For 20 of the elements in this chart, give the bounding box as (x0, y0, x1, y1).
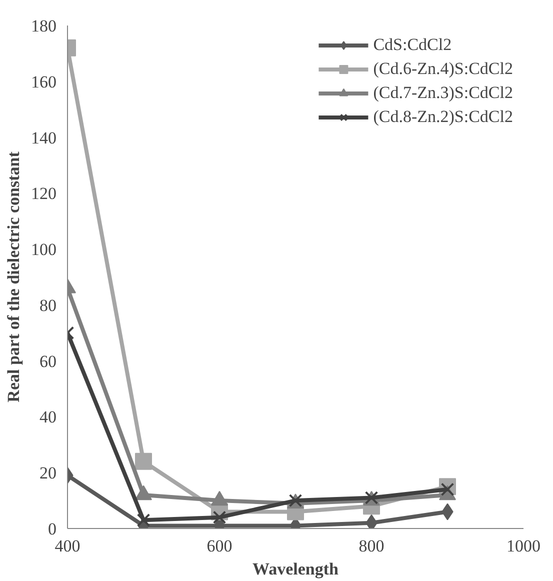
y-tick-label: 40 (40, 408, 56, 427)
y-tick-label: 140 (31, 128, 56, 148)
legend-label: (Cd.7-Zn.3)S:CdCl2 (373, 83, 513, 103)
y-tick-label: 100 (31, 240, 56, 260)
y-tick-label: 180 (31, 16, 56, 36)
x-tick-label: 1000 (506, 536, 540, 556)
y-tick-label: 20 (40, 464, 56, 483)
y-tick-label: 0 (48, 520, 56, 538)
y-tick-label: 60 (40, 352, 56, 371)
y-tick-label: 120 (31, 184, 56, 204)
y-tick-label: 80 (40, 296, 56, 315)
legend-label: (Cd.8-Zn.2)S:CdCl2 (373, 107, 513, 127)
x-tick-label: 600 (206, 536, 232, 556)
legend-label: CdS:CdCl2 (373, 35, 452, 55)
legend-label: (Cd.6-Zn.4)S:CdCl2 (373, 59, 513, 79)
x-tick-label: 400 (54, 536, 80, 556)
y-tick-label: 160 (31, 72, 56, 92)
x-tick-label: 800 (358, 536, 384, 556)
x-axis-title: Wavelength (252, 560, 340, 578)
y-axis-title: Real part of the dielectric constant (4, 151, 23, 402)
